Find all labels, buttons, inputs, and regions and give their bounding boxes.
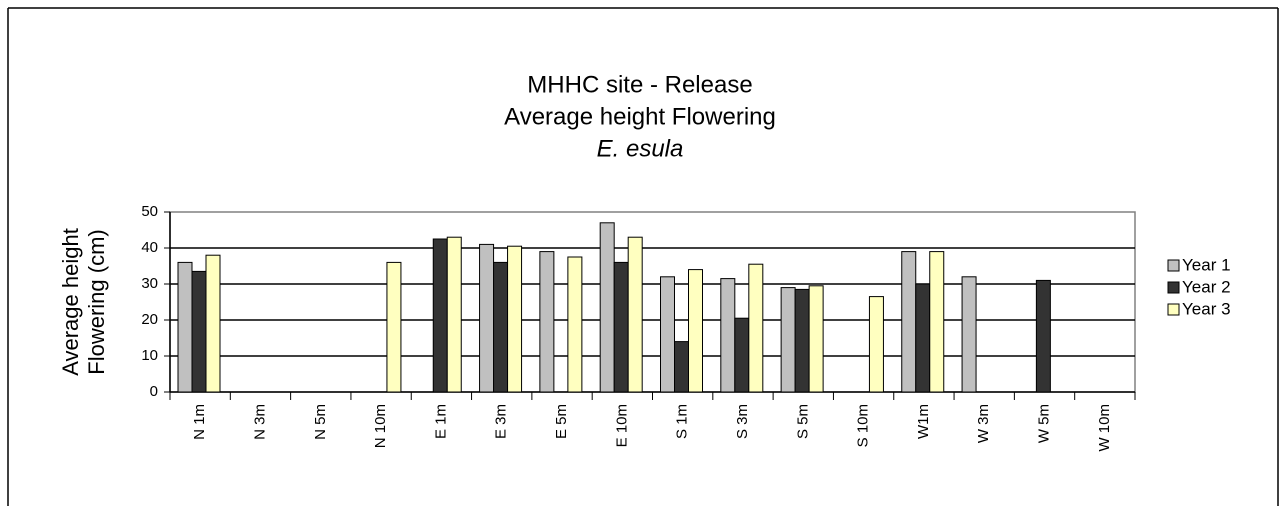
legend-label: Year 1 <box>1182 255 1231 274</box>
bar <box>627 236 643 393</box>
x-tick-label: W1m <box>915 404 932 439</box>
bar <box>205 254 221 393</box>
x-tick-label: S 5m <box>794 404 811 439</box>
bar <box>493 261 509 393</box>
bar <box>446 236 462 393</box>
bar <box>794 288 810 393</box>
y-tick-label: 40 <box>141 239 158 256</box>
chart-title: E. esula <box>597 135 684 162</box>
x-tick-label: E 3m <box>493 404 510 439</box>
bar <box>191 270 207 393</box>
x-tick-label: E 5m <box>553 404 570 439</box>
plot-area <box>169 211 1136 393</box>
bar <box>780 287 796 393</box>
bar <box>674 341 689 393</box>
y-tick-label: 50 <box>141 203 158 220</box>
bar <box>720 278 736 393</box>
bar <box>748 263 764 393</box>
bar <box>808 285 824 393</box>
y-axis-label: Flowering (cm) <box>84 229 109 374</box>
y-axis-label: Average height <box>58 228 83 376</box>
y-tick-label: 30 <box>141 275 158 292</box>
bar <box>1035 279 1051 393</box>
x-tick-label: W 10m <box>1096 404 1113 452</box>
x-tick-label: S 1m <box>674 404 691 439</box>
bar <box>734 317 750 393</box>
y-tick-label: 10 <box>141 347 158 364</box>
bar <box>599 222 615 393</box>
chart-title: MHHC site - Release <box>527 71 752 98</box>
bar <box>868 296 884 393</box>
legend-label: Year 2 <box>1182 277 1231 296</box>
x-tick-label: N 3m <box>251 404 268 440</box>
x-tick-label: W 3m <box>975 404 992 443</box>
legend-swatch <box>1167 259 1180 272</box>
bar <box>688 269 703 393</box>
legend-label: Year 3 <box>1182 299 1231 318</box>
x-tick-label: S 10m <box>855 404 872 447</box>
x-tick-label: N 5m <box>312 404 329 440</box>
bar <box>386 261 402 393</box>
x-tick-label: E 10m <box>613 404 630 447</box>
bar <box>177 261 193 393</box>
bar <box>915 283 931 393</box>
bar <box>929 251 945 393</box>
x-tick-label: N 10m <box>372 404 389 448</box>
x-tick-label: N 1m <box>191 404 208 440</box>
bar <box>539 251 555 393</box>
y-tick-label: 20 <box>141 311 158 328</box>
bar <box>613 261 629 393</box>
bar <box>479 243 495 393</box>
bar <box>432 238 448 393</box>
bar <box>660 276 675 393</box>
x-tick-label: E 1m <box>432 404 449 439</box>
bar <box>567 256 583 393</box>
bar <box>507 245 523 393</box>
legend-swatch <box>1167 281 1180 294</box>
bar <box>961 276 977 393</box>
bar <box>901 251 917 393</box>
chart-title: Average height Flowering <box>504 103 776 130</box>
x-tick-label: W 5m <box>1036 404 1053 443</box>
x-tick-label: S 3m <box>734 404 751 439</box>
y-tick-label: 0 <box>150 383 158 400</box>
legend-swatch <box>1167 303 1180 316</box>
